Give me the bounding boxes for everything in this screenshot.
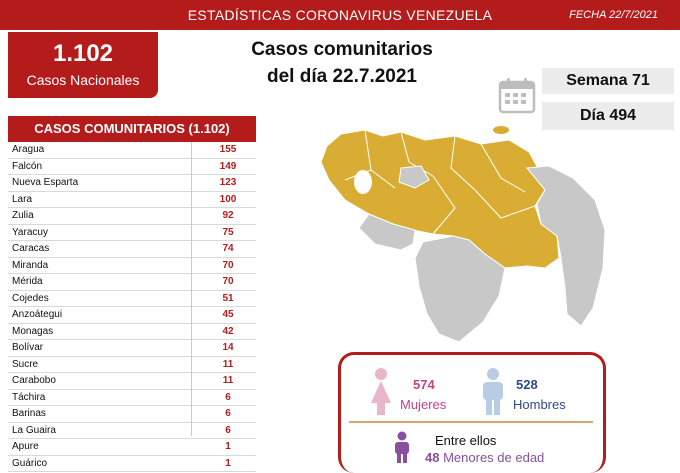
state-cases: 14 xyxy=(222,342,234,353)
table-body: Aragua 155 Falcón 149 Nueva Esparta 123 Lara 10… xyxy=(8,142,256,472)
state-name: Carabobo xyxy=(12,375,56,386)
table-row: Carabobo 11 xyxy=(8,373,256,390)
state-name: Guárico xyxy=(12,457,48,469)
state-name: Caracas xyxy=(12,243,50,254)
table-row: Táchira 6 xyxy=(8,390,256,406)
state-name: Sucre xyxy=(12,358,39,370)
women-label: Mujeres xyxy=(400,397,447,412)
state-cases: 51 xyxy=(222,292,234,304)
state-name: La Guaira xyxy=(12,424,56,436)
national-cases-label: Casos Nacionales xyxy=(26,72,140,88)
state-name: Yaracuy xyxy=(12,226,48,238)
table-row: Monagas 42 xyxy=(8,324,256,340)
map-island xyxy=(493,126,509,134)
table-row: Apure 1 xyxy=(8,439,256,456)
state-cases: 6 xyxy=(225,424,231,436)
state-cases: 6 xyxy=(225,391,231,403)
table-row: Caracas 74 xyxy=(8,241,256,258)
state-cases: 1 xyxy=(225,457,231,469)
table-row: Miranda 70 xyxy=(8,258,256,274)
header-bar: ESTADÍSTICAS CORONAVIRUS VENEZUELA FECHA… xyxy=(0,0,680,30)
map-lake xyxy=(354,170,372,194)
state-cases: 100 xyxy=(219,193,237,205)
column-divider xyxy=(191,142,192,436)
gender-panel: 574 Mujeres 528 Hombres Entre ellos 48 M… xyxy=(338,352,606,473)
map-unaffected-south xyxy=(414,235,506,343)
header-date: FECHA 22/7/2021 xyxy=(569,9,658,21)
table-row: Lara 100 xyxy=(8,192,256,208)
state-name: Falcón xyxy=(12,160,43,172)
state-name: Apure xyxy=(12,441,39,452)
state-cases: 70 xyxy=(222,276,234,287)
among-label: Entre ellos xyxy=(435,433,497,448)
table-title: CASOS COMUNITARIOS (1.102) xyxy=(8,116,256,142)
state-name: Lara xyxy=(12,193,33,205)
map-unaffected-east xyxy=(526,165,606,327)
table-row: Barinas 6 xyxy=(8,406,256,423)
state-name: Monagas xyxy=(12,325,54,337)
state-cases: 74 xyxy=(222,243,234,254)
national-cases-count: 1.102 xyxy=(52,40,114,67)
woman-icon xyxy=(371,368,391,415)
state-name: Anzoátegui xyxy=(12,309,63,320)
table-row: Aragua 155 xyxy=(8,142,256,159)
state-cases: 75 xyxy=(222,226,234,238)
header-title: ESTADÍSTICAS CORONAVIRUS VENEZUELA xyxy=(187,7,493,23)
state-cases: 149 xyxy=(219,160,237,172)
state-cases: 70 xyxy=(222,259,234,271)
panel-divider xyxy=(349,421,593,423)
state-name: Mérida xyxy=(12,276,43,287)
women-count: 574 xyxy=(413,377,435,392)
state-cases: 42 xyxy=(222,325,234,337)
table-row: Nueva Esparta 123 xyxy=(8,175,256,192)
map-unaffected-north xyxy=(398,165,430,189)
table-row: Sucre 11 xyxy=(8,357,256,373)
state-name: Táchira xyxy=(12,391,46,403)
state-name: Aragua xyxy=(12,144,45,155)
day-box: Día 494 xyxy=(542,102,674,130)
minors-line: 48 Menores de edad xyxy=(425,450,544,465)
state-cases: 123 xyxy=(219,177,237,188)
child-icon xyxy=(395,431,409,463)
state-cases: 11 xyxy=(222,358,234,370)
table-row: Bolívar 14 xyxy=(8,340,256,357)
table-row: La Guaira 6 xyxy=(8,423,256,439)
table-row: Falcón 149 xyxy=(8,159,256,175)
state-cases: 155 xyxy=(219,144,237,155)
state-cases: 11 xyxy=(222,375,234,386)
table-row: Cojedes 51 xyxy=(8,291,256,307)
state-cases: 45 xyxy=(222,309,234,320)
state-cases-table: CASOS COMUNITARIOS (1.102) Aragua 155 Falc… xyxy=(8,116,256,472)
calendar-icon xyxy=(498,78,536,114)
map-unaffected-west xyxy=(358,213,416,251)
table-row: Mérida 70 xyxy=(8,274,256,291)
minors-count: 48 xyxy=(425,450,440,465)
state-name: Nueva Esparta xyxy=(12,177,79,188)
minors-label: Menores de edad xyxy=(443,450,545,465)
state-name: Miranda xyxy=(12,259,49,271)
table-row: Anzoátegui 45 xyxy=(8,307,256,324)
headline-line2: del día 22.7.2021 xyxy=(267,66,417,87)
venezuela-map xyxy=(320,126,606,343)
men-count: 528 xyxy=(516,377,538,392)
state-name: Zulia xyxy=(12,210,34,221)
week-box: Semana 71 xyxy=(542,68,674,94)
national-cases-card: 1.102 Casos Nacionales xyxy=(8,32,158,98)
state-cases: 92 xyxy=(222,210,234,221)
state-name: Bolívar xyxy=(12,342,44,353)
man-icon xyxy=(483,368,503,415)
state-cases: 6 xyxy=(225,408,231,419)
state-cases: 1 xyxy=(225,441,231,452)
headline-line1: Casos comunitarios xyxy=(251,39,433,60)
state-name: Cojedes xyxy=(12,292,49,304)
men-label: Hombres xyxy=(513,397,566,412)
table-row: Zulia 92 xyxy=(8,208,256,225)
table-row: Yaracuy 75 xyxy=(8,225,256,241)
state-name: Barinas xyxy=(12,408,46,419)
page-title: Casos comunitarios del día 22.7.2021 xyxy=(222,36,462,90)
